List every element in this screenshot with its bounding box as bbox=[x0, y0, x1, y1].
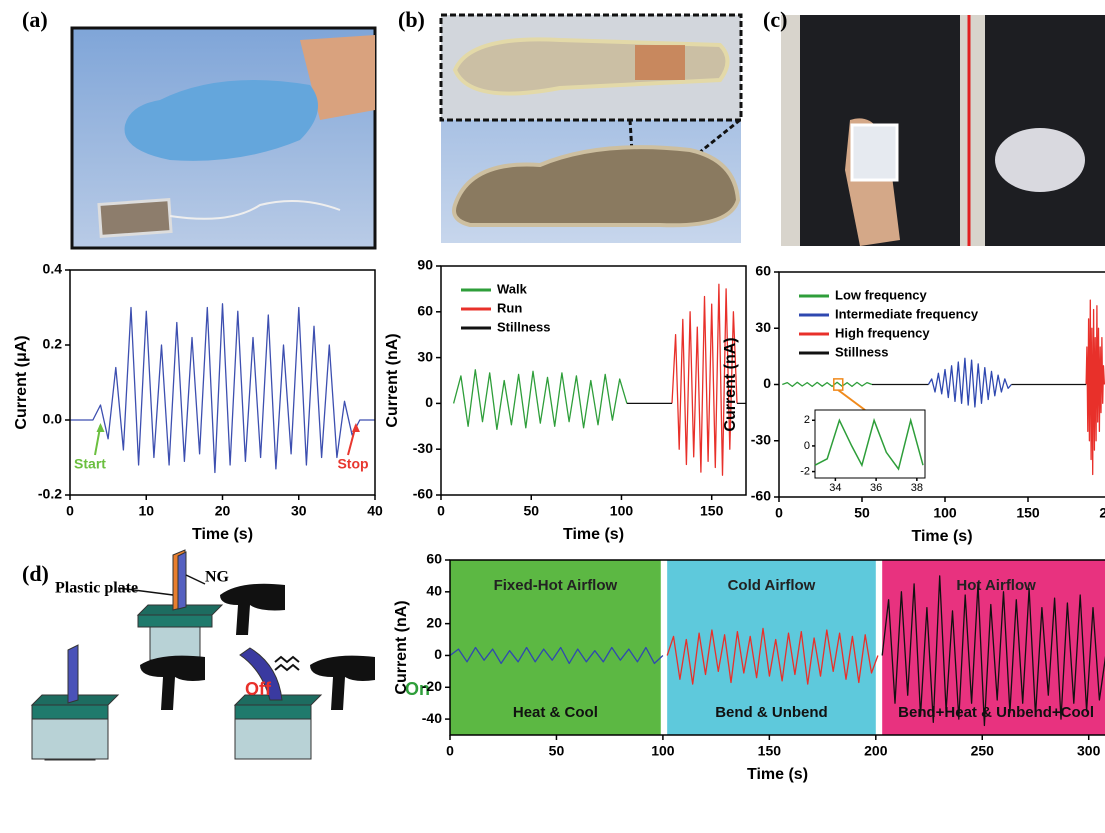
x-tick-label: 0 bbox=[775, 505, 783, 521]
series-line bbox=[782, 382, 872, 386]
y-tick-label: 0 bbox=[804, 440, 810, 452]
legend-label: High frequency bbox=[835, 325, 930, 340]
y-tick-label: 30 bbox=[755, 319, 771, 335]
legend-label: Stillness bbox=[497, 319, 550, 334]
x-tick-label: 50 bbox=[549, 743, 565, 759]
off-label: Off bbox=[245, 679, 272, 699]
panel-label: (a) bbox=[22, 7, 48, 32]
y-tick-label: 0.2 bbox=[43, 336, 63, 352]
series-line bbox=[1086, 300, 1104, 474]
y-tick-label: 0.4 bbox=[43, 261, 63, 277]
y-axis-title: Current (μA) bbox=[13, 335, 30, 429]
annotation: Start bbox=[74, 456, 106, 472]
x-axis-title: Time (s) bbox=[747, 766, 808, 783]
panel-label: (d) bbox=[22, 561, 49, 586]
x-axis-title: Time (s) bbox=[192, 526, 253, 543]
figure: (a) (b) (c) bbox=[0, 0, 1105, 833]
x-tick-label: 30 bbox=[291, 503, 307, 519]
y-axis-title: Current (nA) bbox=[722, 337, 739, 431]
y-tick-label: 60 bbox=[426, 551, 442, 567]
y-axis-title: Current (nA) bbox=[393, 600, 410, 694]
panel-label: (b) bbox=[398, 7, 425, 32]
plot-area bbox=[70, 304, 375, 473]
series-line bbox=[928, 358, 1011, 407]
x-tick-label: 150 bbox=[700, 503, 724, 519]
x-tick-label: 10 bbox=[138, 503, 154, 519]
x-tick-label: 0 bbox=[66, 503, 74, 519]
legend-label: Run bbox=[497, 300, 522, 315]
x-tick-label: 40 bbox=[367, 503, 383, 519]
region-label: Cold Airflow bbox=[728, 577, 816, 594]
x-tick-label: 100 bbox=[610, 503, 634, 519]
y-tick-label: -30 bbox=[751, 431, 771, 447]
y-tick-label: -2 bbox=[800, 465, 810, 477]
x-tick-label: 38 bbox=[911, 482, 923, 494]
y-tick-label: -60 bbox=[751, 488, 771, 504]
legend-label: Low frequency bbox=[835, 287, 928, 302]
y-tick-label: 0.0 bbox=[43, 411, 63, 427]
x-tick-label: 100 bbox=[651, 743, 675, 759]
x-tick-label: 250 bbox=[971, 743, 995, 759]
y-axis-title: Current (nA) bbox=[384, 333, 401, 427]
y-tick-label: -40 bbox=[422, 710, 442, 726]
y-tick-label: 60 bbox=[417, 303, 433, 319]
x-tick-label: 0 bbox=[437, 503, 445, 519]
plate-label: Plastic plate bbox=[55, 580, 138, 597]
y-tick-label: 60 bbox=[755, 263, 771, 279]
x-tick-label: 34 bbox=[829, 482, 841, 494]
x-tick-label: 100 bbox=[933, 505, 957, 521]
region-label: Fixed-Hot Airflow bbox=[494, 577, 618, 594]
y-tick-label: -30 bbox=[413, 440, 433, 456]
x-tick-label: 200 bbox=[1099, 505, 1105, 521]
legend-label: Intermediate frequency bbox=[835, 306, 979, 321]
y-tick-label: 0 bbox=[425, 394, 433, 410]
y-tick-label: 20 bbox=[426, 614, 442, 630]
x-axis-title: Time (s) bbox=[563, 526, 624, 543]
x-tick-label: 200 bbox=[864, 743, 888, 759]
x-tick-label: 36 bbox=[870, 482, 882, 494]
x-tick-label: 150 bbox=[758, 743, 782, 759]
photo-c bbox=[781, 15, 1105, 246]
region-sublabel: Heat & Cool bbox=[513, 704, 598, 721]
panel-label: (c) bbox=[763, 7, 787, 32]
ng-label: NG bbox=[205, 569, 230, 586]
y-tick-label: 2 bbox=[804, 414, 810, 426]
x-tick-label: 0 bbox=[446, 743, 454, 759]
photo-a bbox=[72, 28, 375, 248]
x-tick-label: 300 bbox=[1077, 743, 1101, 759]
legend-label: Walk bbox=[497, 281, 528, 296]
x-axis-title: Time (s) bbox=[911, 528, 972, 545]
y-tick-label: -20 bbox=[422, 678, 442, 694]
y-tick-label: 30 bbox=[417, 348, 433, 364]
y-tick-label: 0 bbox=[434, 646, 442, 662]
y-tick-label: -60 bbox=[413, 486, 433, 502]
x-tick-label: 50 bbox=[523, 503, 539, 519]
region-sublabel: Bend & Unbend bbox=[715, 704, 828, 721]
annotation: Stop bbox=[337, 456, 368, 472]
series-line bbox=[454, 370, 627, 430]
photo-b bbox=[441, 15, 741, 243]
y-tick-label: 0 bbox=[763, 375, 771, 391]
region-label: Hot Airflow bbox=[956, 577, 1036, 594]
arrow-head bbox=[97, 423, 105, 432]
arrow-head bbox=[352, 423, 360, 432]
x-tick-label: 150 bbox=[1016, 505, 1040, 521]
y-tick-label: 90 bbox=[417, 257, 433, 273]
legend-label: Stillness bbox=[835, 344, 888, 359]
zoom-arrow bbox=[838, 390, 865, 410]
x-tick-label: 20 bbox=[215, 503, 231, 519]
region-sublabel: Bend+Heat & Unbend+Cool bbox=[898, 704, 1094, 721]
y-tick-label: 40 bbox=[426, 583, 442, 599]
x-tick-label: 50 bbox=[854, 505, 870, 521]
y-tick-label: -0.2 bbox=[38, 486, 62, 502]
series-line bbox=[70, 304, 375, 473]
